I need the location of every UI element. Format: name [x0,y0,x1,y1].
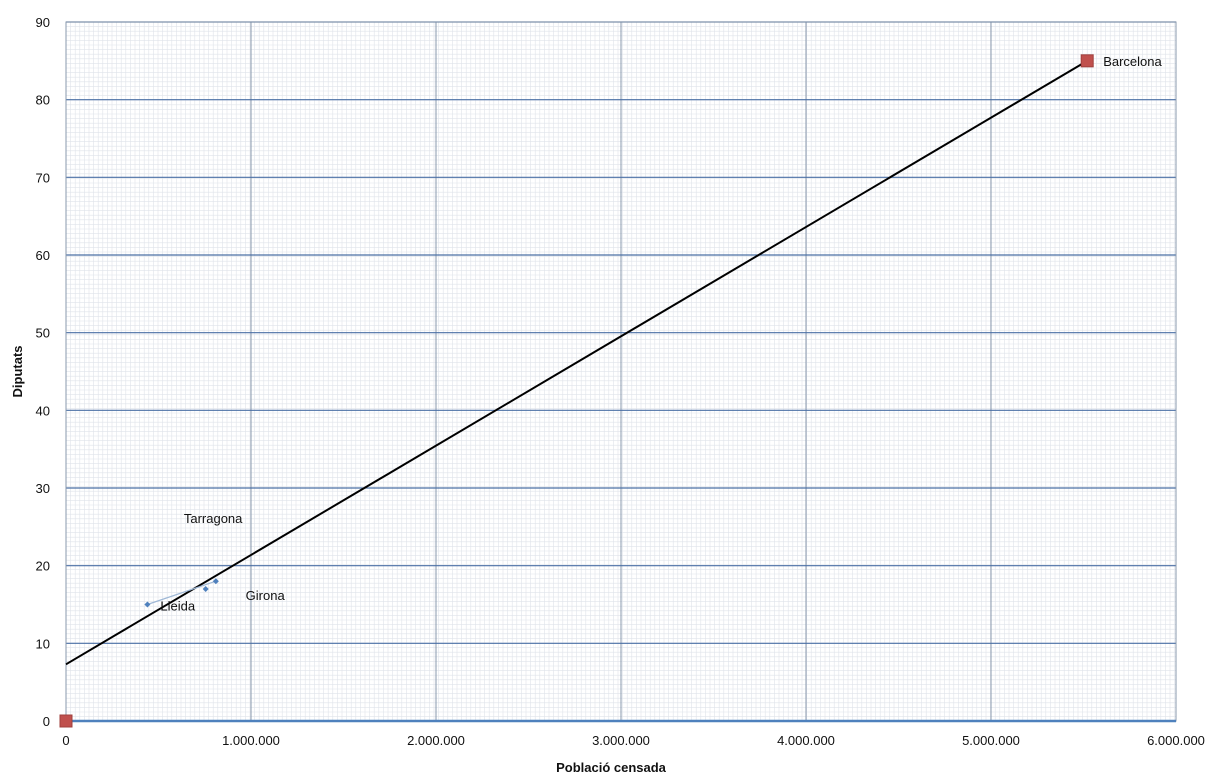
point-label: Girona [246,588,286,603]
y-tick-label: 70 [36,170,50,185]
point-annotations: Barcelona Tarragona Girona Lleida [160,54,1162,614]
point-label: Lleida [160,599,195,614]
x-tick-label: 6.000.000 [1147,733,1205,748]
trendlines [65,59,1088,666]
x-tick-label: 5.000.000 [962,733,1020,748]
x-tick-label: 1.000.000 [222,733,280,748]
x-tick-label: 4.000.000 [777,733,835,748]
y-tick-label: 80 [36,93,50,108]
y-tick-label: 30 [36,481,50,496]
data-point-square [59,714,73,728]
y-axis-ticks: 0 10 20 30 40 50 60 70 80 90 [36,15,50,729]
x-tick-label: 2.000.000 [407,733,465,748]
x-tick-label: 3.000.000 [592,733,650,748]
x-axis-title: Població censada [556,760,667,775]
plot-frame [65,21,1177,723]
linear-trendline [65,59,1088,666]
y-tick-label: 90 [36,15,50,30]
point-label: Barcelona [1103,54,1162,69]
data-point-diamond [144,601,151,608]
secondary-trendline [147,580,217,606]
y-tick-label: 50 [36,326,50,341]
point-label: Tarragona [184,511,243,526]
x-tick-label: 0 [62,733,69,748]
data-point-diamond [212,578,219,585]
y-tick-label: 60 [36,248,50,263]
y-tick-label: 20 [36,559,50,574]
x-axis-ticks: 0 1.000.000 2.000.000 3.000.000 4.000.000 5.0… [62,733,1205,748]
data-point-diamond [202,585,209,592]
y-tick-label: 10 [36,636,50,651]
data-point-square [1080,54,1094,68]
data-points [59,54,1094,728]
y-tick-label: 0 [43,714,50,729]
y-axis-title: Diputats [10,346,25,398]
y-tick-label: 40 [36,403,50,418]
